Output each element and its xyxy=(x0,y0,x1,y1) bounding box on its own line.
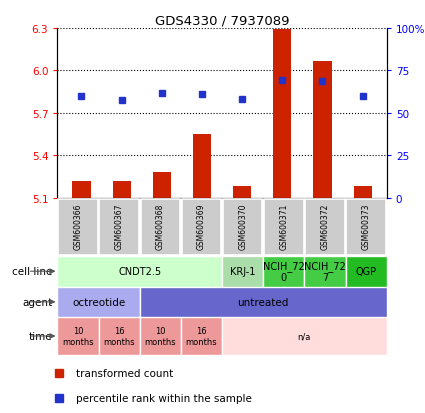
Text: agent: agent xyxy=(22,297,52,307)
Text: 16
months: 16 months xyxy=(186,327,217,346)
Bar xyxy=(304,256,346,287)
Text: 16
months: 16 months xyxy=(103,327,135,346)
Bar xyxy=(57,256,222,287)
Text: percentile rank within the sample: percentile rank within the sample xyxy=(76,393,252,403)
Bar xyxy=(222,317,387,355)
Bar xyxy=(57,287,140,317)
Bar xyxy=(263,256,304,287)
Bar xyxy=(346,256,387,287)
Text: GSM600368: GSM600368 xyxy=(156,203,165,249)
Text: octreotide: octreotide xyxy=(72,297,125,307)
Bar xyxy=(314,62,332,198)
Bar xyxy=(99,317,140,355)
Bar xyxy=(264,199,303,255)
Bar xyxy=(182,199,221,255)
Bar xyxy=(222,256,263,287)
Bar xyxy=(354,187,372,198)
Bar xyxy=(140,287,387,317)
Bar xyxy=(140,317,181,355)
Bar xyxy=(223,199,262,255)
Text: CNDT2.5: CNDT2.5 xyxy=(118,266,161,277)
Bar xyxy=(193,135,211,198)
Text: NCIH_72
0: NCIH_72 0 xyxy=(263,260,305,283)
Bar xyxy=(57,317,99,355)
Text: GSM600366: GSM600366 xyxy=(74,203,82,249)
Text: cell line: cell line xyxy=(12,266,52,277)
Text: n/a: n/a xyxy=(298,332,311,341)
Bar xyxy=(99,199,139,255)
Bar xyxy=(153,173,171,198)
Text: GSM600370: GSM600370 xyxy=(238,203,247,249)
Text: GSM600367: GSM600367 xyxy=(115,203,124,249)
Bar xyxy=(72,181,91,198)
Text: time: time xyxy=(29,331,52,341)
Text: GSM600373: GSM600373 xyxy=(362,203,371,249)
Text: GSM600369: GSM600369 xyxy=(197,203,206,249)
Text: NCIH_72
7: NCIH_72 7 xyxy=(304,260,346,283)
Title: GDS4330 / 7937089: GDS4330 / 7937089 xyxy=(155,15,289,28)
Bar xyxy=(273,30,292,198)
Text: QGP: QGP xyxy=(356,266,377,277)
Text: 10
months: 10 months xyxy=(62,327,94,346)
Bar xyxy=(113,181,130,198)
Bar xyxy=(346,199,386,255)
Text: KRJ-1: KRJ-1 xyxy=(230,266,255,277)
Bar xyxy=(58,199,98,255)
Bar xyxy=(305,199,345,255)
Bar xyxy=(233,187,251,198)
Text: transformed count: transformed count xyxy=(76,368,173,378)
Bar xyxy=(141,199,180,255)
Text: GSM600372: GSM600372 xyxy=(320,203,329,249)
Text: untreated: untreated xyxy=(238,297,289,307)
Text: 10
months: 10 months xyxy=(144,327,176,346)
Text: GSM600371: GSM600371 xyxy=(279,203,288,249)
Bar xyxy=(181,317,222,355)
